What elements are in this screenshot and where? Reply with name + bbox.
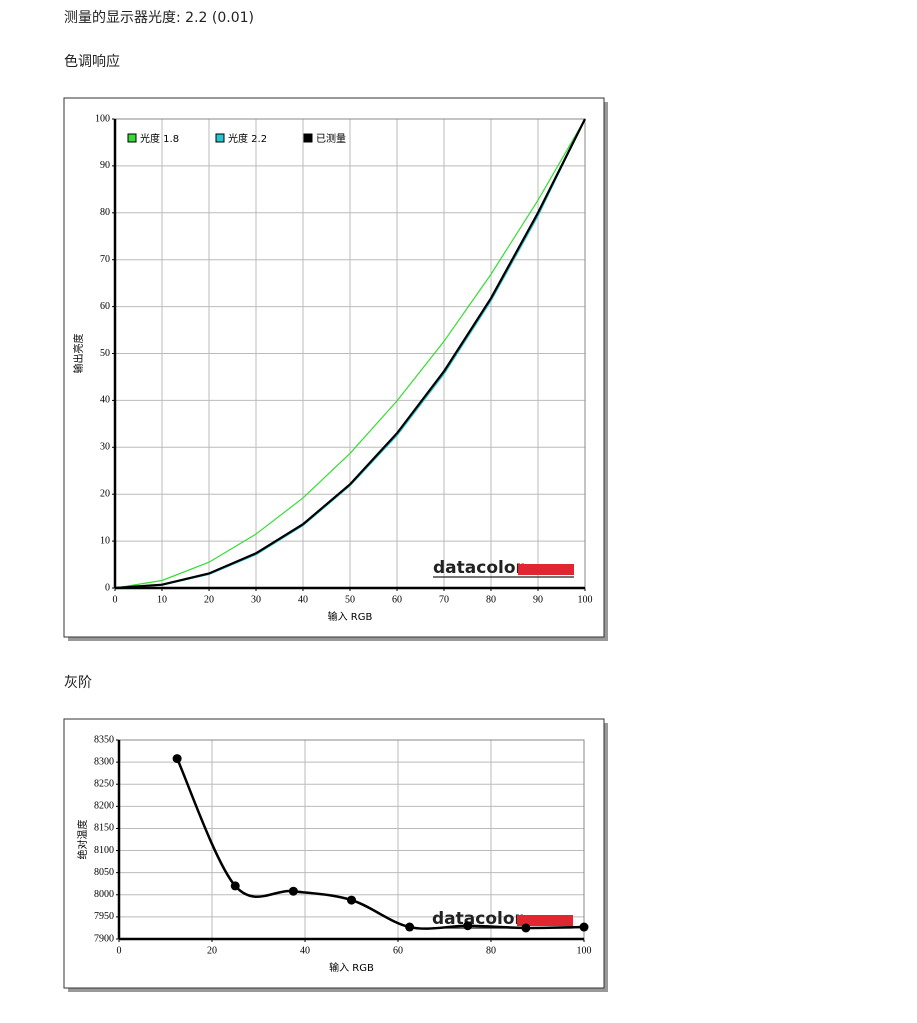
y-tick-label: 60 <box>100 301 110 312</box>
x-tick-label: 80 <box>486 594 496 605</box>
y-tick-label: 80 <box>100 207 110 218</box>
legend-label: 光度 2.2 <box>228 132 267 145</box>
x-tick-label: 40 <box>300 945 310 956</box>
y-tick-label: 8200 <box>94 801 114 812</box>
legend-label: 已测量 <box>316 132 346 145</box>
y-tick-label: 8150 <box>94 823 114 834</box>
legend-swatch <box>127 133 137 143</box>
data-point <box>230 881 240 891</box>
logo: datacolor <box>433 558 525 578</box>
data-point <box>288 886 298 896</box>
logo-bar <box>517 915 573 926</box>
y-tick-label: 8350 <box>94 734 114 745</box>
x-tick-label: 100 <box>578 594 593 605</box>
x-tick-label: 60 <box>392 594 402 605</box>
x-tick-label: 60 <box>393 945 403 956</box>
x-tick-label: 50 <box>345 594 355 605</box>
x-tick-label: 30 <box>251 594 261 605</box>
y-tick-label: 10 <box>100 535 110 546</box>
y-axis-label: 绝对温度 <box>76 820 89 860</box>
x-tick-label: 90 <box>533 594 543 605</box>
section-title: 色调响应 <box>64 53 120 70</box>
logo: datacolor <box>432 909 524 929</box>
x-tick-label: 40 <box>298 594 308 605</box>
legend-swatch <box>303 133 313 143</box>
x-axis-label: 输入 RGB <box>328 610 373 623</box>
x-tick-label: 0 <box>113 594 118 605</box>
y-tick-label: 40 <box>100 395 110 406</box>
x-tick-label: 0 <box>117 945 122 956</box>
data-point <box>172 754 182 764</box>
data-line <box>114 118 586 590</box>
y-tick-label: 7900 <box>94 933 114 944</box>
y-tick-label: 8050 <box>94 867 114 878</box>
y-tick-label: 8300 <box>94 756 114 767</box>
x-axis-label: 输入 RGB <box>329 961 374 974</box>
y-tick-label: 20 <box>100 488 110 499</box>
section-title: 灰阶 <box>64 675 92 691</box>
y-tick-label: 50 <box>100 348 110 359</box>
chart-frame <box>63 97 605 638</box>
logo-bar <box>518 564 574 575</box>
y-tick-label: 8100 <box>94 845 114 856</box>
x-tick-label: 70 <box>439 594 449 605</box>
data-point <box>405 922 415 932</box>
y-tick-label: 8000 <box>94 889 114 900</box>
y-tick-label: 0 <box>105 582 110 593</box>
legend-swatch <box>215 133 225 143</box>
data-point <box>579 922 589 932</box>
data-line <box>114 118 586 589</box>
x-tick-label: 20 <box>207 945 217 956</box>
summary: 测量的显示器光度: 2.2 (0.01) <box>64 10 254 26</box>
y-tick-label: 70 <box>100 254 110 265</box>
y-tick-label: 30 <box>100 442 110 453</box>
data-point <box>347 895 356 905</box>
x-tick-label: 10 <box>157 594 167 605</box>
y-axis-label: 输出亮度 <box>72 334 85 374</box>
x-tick-label: 80 <box>486 945 496 956</box>
y-tick-label: 7950 <box>94 911 114 922</box>
y-tick-label: 100 <box>95 113 110 124</box>
data-point <box>463 921 473 931</box>
x-tick-label: 100 <box>577 945 592 956</box>
y-tick-label: 90 <box>100 160 110 171</box>
y-tick-label: 8250 <box>94 779 114 790</box>
x-tick-label: 20 <box>204 594 214 605</box>
chart-frame <box>63 718 605 989</box>
legend-label: 光度 1.8 <box>140 132 179 145</box>
data-point <box>521 923 531 933</box>
